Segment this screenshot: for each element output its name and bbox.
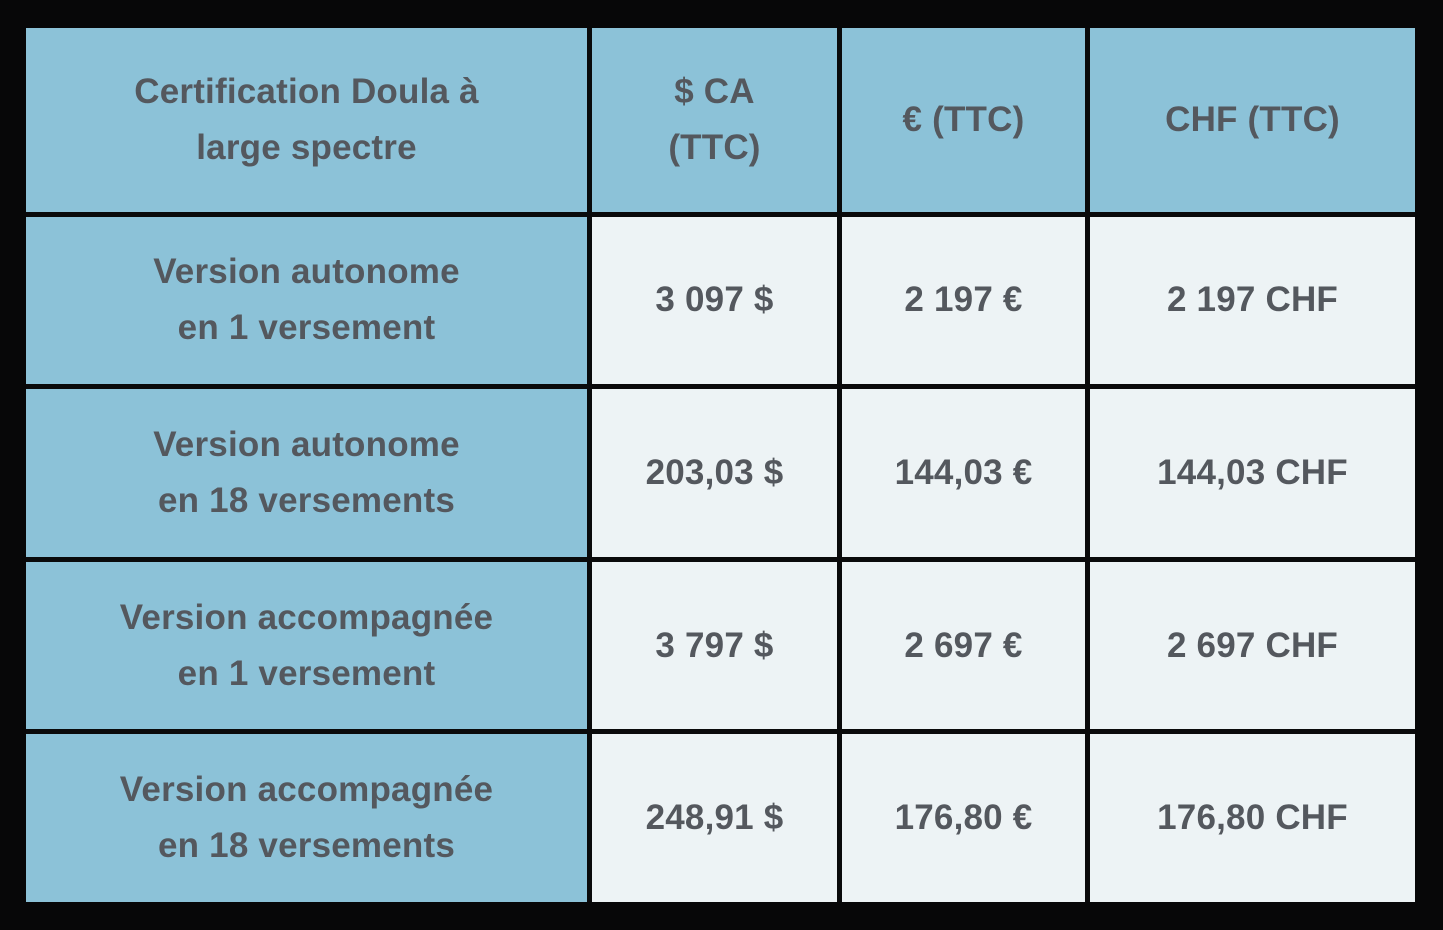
header-cad-line2: (TTC) <box>668 127 761 167</box>
program-title-line1: Certification Doula à <box>134 71 479 111</box>
row-label-accompagnee-1-versement: Version accompagnée en 1 versement <box>26 561 587 730</box>
row-label-line2: en 1 versement <box>177 308 436 348</box>
price-cell-eur: 2 197 € <box>842 216 1085 385</box>
row-label-line2: en 18 versements <box>158 826 455 866</box>
price-cell-cad: 248,91 $ <box>592 734 837 902</box>
header-cell-eur: € (TTC) <box>842 28 1085 212</box>
price-cell-eur: 2 697 € <box>842 561 1085 730</box>
price-cell-eur: 176,80 € <box>842 734 1085 902</box>
price-value: 176,80 CHF <box>1157 798 1348 838</box>
row-label-line2: en 1 versement <box>177 653 436 693</box>
price-cell-cad: 3 797 $ <box>592 561 837 730</box>
row-label-line1: Version autonome <box>153 424 460 464</box>
price-value: 2 697 CHF <box>1166 625 1339 665</box>
header-eur-label: € (TTC) <box>902 99 1025 139</box>
price-value: 248,91 $ <box>645 798 784 838</box>
price-value: 3 097 $ <box>655 280 774 320</box>
row-label-line1: Version accompagnée <box>119 770 494 810</box>
row-label-autonome-1-versement: Version autonome en 1 versement <box>26 216 587 385</box>
header-chf-label: CHF (TTC) <box>1165 99 1340 139</box>
program-title-line2: large spectre <box>196 127 417 167</box>
price-value: 2 197 € <box>904 280 1023 320</box>
price-value: 144,03 € <box>894 452 1033 492</box>
price-cell-cad: 3 097 $ <box>592 216 837 385</box>
price-value: 3 797 $ <box>655 625 774 665</box>
price-cell-chf: 144,03 CHF <box>1090 389 1415 557</box>
price-cell-chf: 2 197 CHF <box>1090 216 1415 385</box>
price-cell-chf: 176,80 CHF <box>1090 734 1415 902</box>
header-cell-chf: CHF (TTC) <box>1090 28 1415 212</box>
row-label-line2: en 18 versements <box>158 480 455 520</box>
price-cell-chf: 2 697 CHF <box>1090 561 1415 730</box>
price-cell-cad: 203,03 $ <box>592 389 837 557</box>
row-label-accompagnee-18-versements: Version accompagnée en 18 versements <box>26 734 587 902</box>
price-cell-eur: 144,03 € <box>842 389 1085 557</box>
header-cell-program-title: Certification Doula à large spectre <box>26 28 587 212</box>
price-value: 176,80 € <box>894 798 1033 838</box>
row-label-autonome-18-versements: Version autonome en 18 versements <box>26 389 587 557</box>
price-value: 2 197 CHF <box>1166 280 1339 320</box>
pricing-table-grid: Certification Doula à large spectre $ CA… <box>26 28 1415 902</box>
price-value: 2 697 € <box>904 625 1023 665</box>
header-cad-line1: $ CA <box>674 71 755 111</box>
pricing-table: Certification Doula à large spectre $ CA… <box>26 28 1415 902</box>
price-value: 203,03 $ <box>645 452 784 492</box>
row-label-line1: Version autonome <box>153 252 460 292</box>
header-cell-cad: $ CA (TTC) <box>592 28 837 212</box>
price-value: 144,03 CHF <box>1157 452 1348 492</box>
row-label-line1: Version accompagnée <box>119 597 494 637</box>
